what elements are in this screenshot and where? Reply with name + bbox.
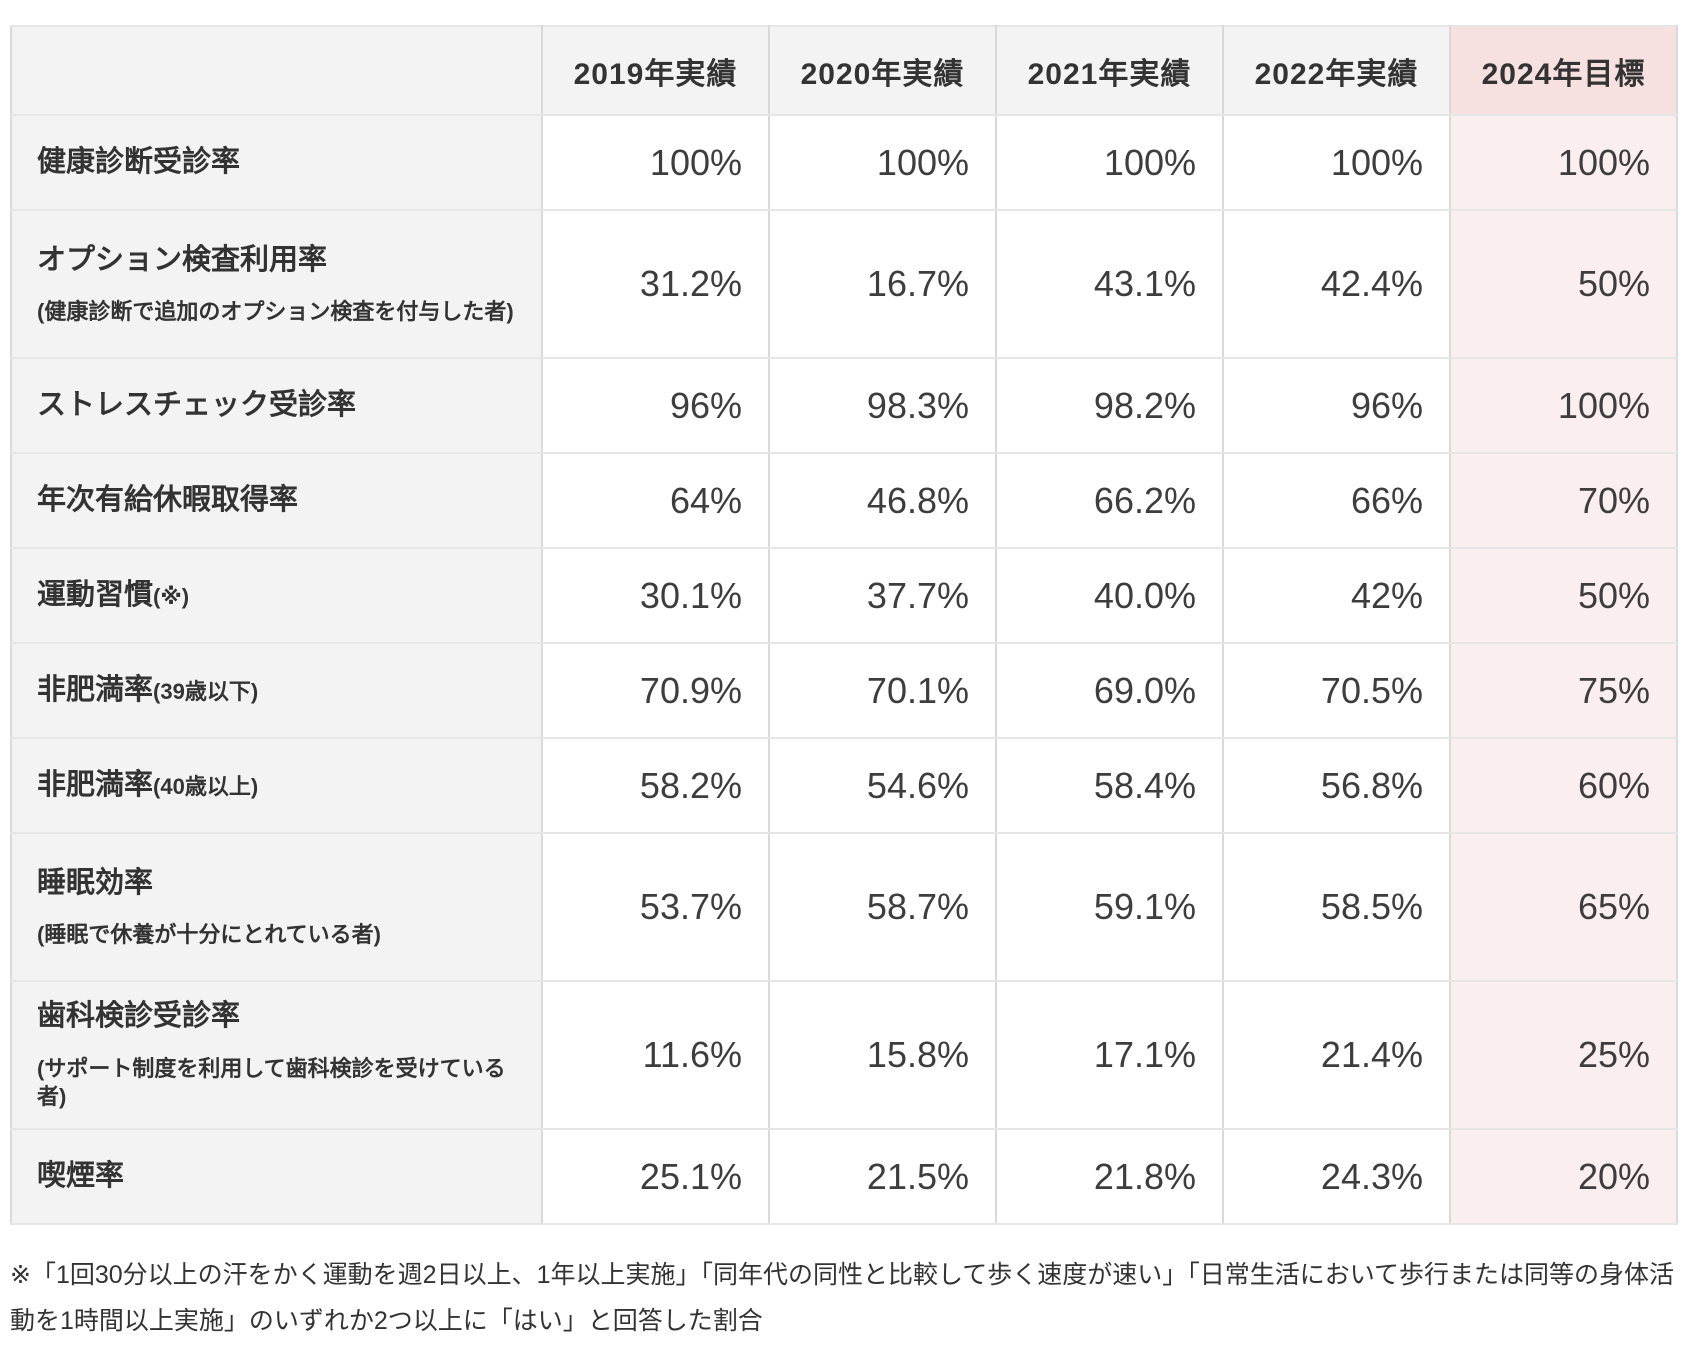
row-sublabel: (睡眠で休養が十分にとれている者) — [37, 921, 381, 947]
table-row: ストレスチェック受診率 96% 98.3% 98.2% 96% 100% — [10, 357, 1678, 454]
row-label: オプション検査利用率 — [37, 243, 328, 276]
table-row: 睡眠効率 (睡眠で休養が十分にとれている者) 53.7% 58.7% 59.1%… — [10, 832, 1678, 982]
row-label: 非肥満率 — [37, 769, 154, 802]
value-2022: 100% — [1222, 114, 1451, 211]
row-label-cell: 年次有給休暇取得率 — [10, 452, 543, 549]
value-2021: 100% — [995, 114, 1224, 211]
value-2019: 58.2% — [541, 737, 770, 834]
header-2022: 2022年実績 — [1222, 25, 1451, 116]
value-2021: 66.2% — [995, 452, 1224, 549]
row-label-note: (39歳以下) — [153, 679, 259, 705]
table-footnote: ※「1回30分以上の汗をかく運動を週2日以上、1年以上実施」「同年代の同性と比較… — [10, 1261, 1674, 1335]
value-2020: 70.1% — [768, 642, 997, 739]
value-2020: 37.7% — [768, 547, 997, 644]
table-row: 歯科検診受診率 (サポート制度を利用して歯科検診を受けている者) 11.6% 1… — [10, 980, 1678, 1130]
table-row: 非肥満率(39歳以下) 70.9% 70.1% 69.0% 70.5% 75% — [10, 642, 1678, 739]
value-2021: 98.2% — [995, 357, 1224, 454]
value-2024-target: 60% — [1449, 737, 1678, 834]
value-2021: 59.1% — [995, 832, 1224, 982]
row-label: 睡眠効率 — [37, 866, 154, 899]
value-2021: 17.1% — [995, 980, 1224, 1130]
row-label: 健康診断受診率 — [37, 146, 241, 179]
row-label: 非肥満率 — [37, 674, 154, 707]
value-2020: 21.5% — [768, 1128, 997, 1225]
value-2019: 100% — [541, 114, 770, 211]
value-2020: 54.6% — [768, 737, 997, 834]
table-header-row: 2019年実績 2020年実績 2021年実績 2022年実績 2024年目標 — [10, 25, 1678, 116]
value-2022: 96% — [1222, 357, 1451, 454]
table-row: オプション検査利用率 (健康診断で追加のオプション検査を付与した者) 31.2%… — [10, 209, 1678, 359]
row-label-cell: オプション検査利用率 (健康診断で追加のオプション検査を付与した者) — [10, 209, 543, 359]
value-2022: 58.5% — [1222, 832, 1451, 982]
row-label: 運動習慣 — [37, 579, 154, 612]
table-row: 喫煙率 25.1% 21.5% 21.8% 24.3% 20% — [10, 1128, 1678, 1225]
value-2022: 66% — [1222, 452, 1451, 549]
row-label-cell: 非肥満率(40歳以上) — [10, 737, 543, 834]
row-label: ストレスチェック受診率 — [37, 389, 357, 422]
value-2019: 70.9% — [541, 642, 770, 739]
value-2024-target: 65% — [1449, 832, 1678, 982]
row-label-cell: ストレスチェック受診率 — [10, 357, 543, 454]
value-2024-target: 75% — [1449, 642, 1678, 739]
value-2022: 24.3% — [1222, 1128, 1451, 1225]
header-2024-target: 2024年目標 — [1449, 25, 1678, 116]
value-2021: 21.8% — [995, 1128, 1224, 1225]
value-2019: 64% — [541, 452, 770, 549]
row-label-cell: 睡眠効率 (睡眠で休養が十分にとれている者) — [10, 832, 543, 982]
value-2024-target: 20% — [1449, 1128, 1678, 1225]
value-2020: 98.3% — [768, 357, 997, 454]
table-row: 非肥満率(40歳以上) 58.2% 54.6% 58.4% 56.8% 60% — [10, 737, 1678, 834]
value-2020: 46.8% — [768, 452, 997, 549]
row-label-cell: 運動習慣(※) — [10, 547, 543, 644]
row-label: 喫煙率 — [37, 1160, 125, 1193]
value-2020: 16.7% — [768, 209, 997, 359]
value-2019: 30.1% — [541, 547, 770, 644]
row-label: 歯科検診受診率 — [37, 1000, 241, 1033]
table-row: 健康診断受診率 100% 100% 100% 100% 100% — [10, 114, 1678, 211]
value-2019: 11.6% — [541, 980, 770, 1130]
row-label: 年次有給休暇取得率 — [37, 484, 299, 517]
row-label-cell: 非肥満率(39歳以下) — [10, 642, 543, 739]
value-2021: 69.0% — [995, 642, 1224, 739]
row-label-cell: 歯科検診受診率 (サポート制度を利用して歯科検診を受けている者) — [10, 980, 543, 1130]
value-2020: 15.8% — [768, 980, 997, 1130]
header-2021: 2021年実績 — [995, 25, 1224, 116]
header-2020: 2020年実績 — [768, 25, 997, 116]
value-2019: 53.7% — [541, 832, 770, 982]
value-2022: 70.5% — [1222, 642, 1451, 739]
header-2019: 2019年実績 — [541, 25, 770, 116]
row-label-cell: 喫煙率 — [10, 1128, 543, 1225]
value-2024-target: 100% — [1449, 114, 1678, 211]
value-2024-target: 50% — [1449, 209, 1678, 359]
value-2019: 31.2% — [541, 209, 770, 359]
value-2021: 40.0% — [995, 547, 1224, 644]
value-2021: 43.1% — [995, 209, 1224, 359]
value-2024-target: 25% — [1449, 980, 1678, 1130]
row-label-note: (※) — [153, 584, 190, 610]
row-label-cell: 健康診断受診率 — [10, 114, 543, 211]
value-2019: 96% — [541, 357, 770, 454]
value-2020: 58.7% — [768, 832, 997, 982]
value-2019: 25.1% — [541, 1128, 770, 1225]
health-kpi-table: 2019年実績 2020年実績 2021年実績 2022年実績 2024年目標 … — [10, 25, 1678, 1225]
value-2024-target: 50% — [1449, 547, 1678, 644]
table-row: 運動習慣(※) 30.1% 37.7% 40.0% 42% 50% — [10, 547, 1678, 644]
value-2022: 42.4% — [1222, 209, 1451, 359]
row-sublabel: (健康診断で追加のオプション検査を付与した者) — [37, 298, 514, 324]
value-2022: 42% — [1222, 547, 1451, 644]
value-2024-target: 100% — [1449, 357, 1678, 454]
row-label-note: (40歳以上) — [153, 774, 259, 800]
value-2021: 58.4% — [995, 737, 1224, 834]
value-2022: 21.4% — [1222, 980, 1451, 1130]
value-2020: 100% — [768, 114, 997, 211]
table-row: 年次有給休暇取得率 64% 46.8% 66.2% 66% 70% — [10, 452, 1678, 549]
row-sublabel: (サポート制度を利用して歯科検診を受けている者) — [37, 1055, 506, 1110]
value-2022: 56.8% — [1222, 737, 1451, 834]
value-2024-target: 70% — [1449, 452, 1678, 549]
header-blank-cell — [10, 25, 543, 116]
